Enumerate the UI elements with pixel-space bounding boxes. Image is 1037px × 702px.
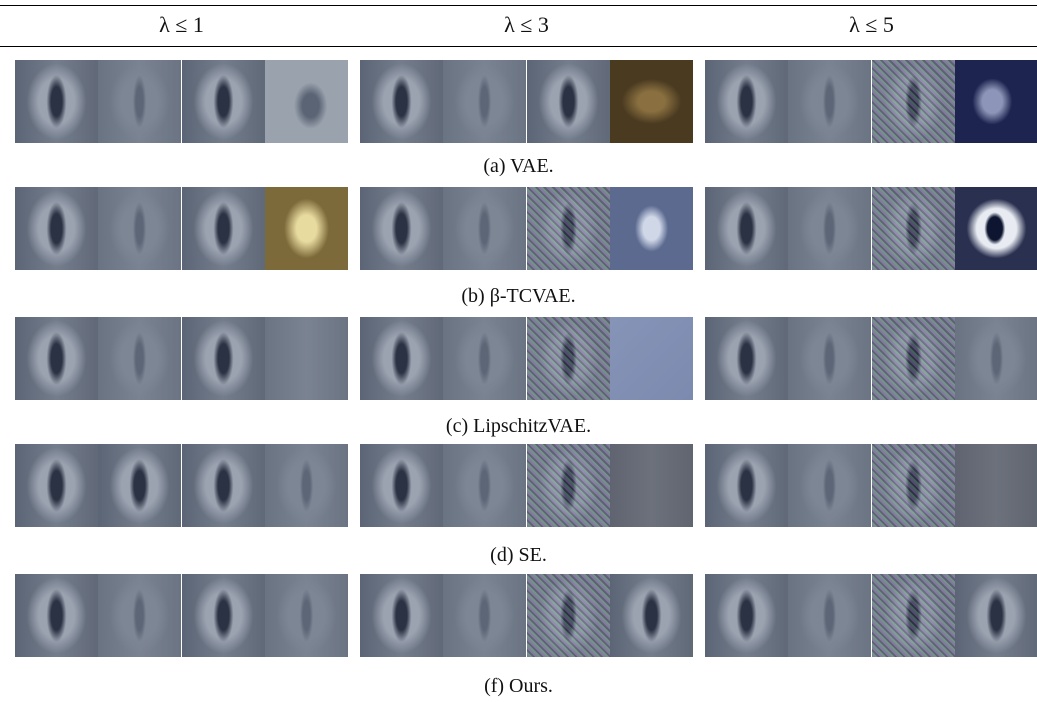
sample-image bbox=[265, 574, 348, 657]
caption: (b) β-TCVAE. bbox=[0, 285, 1037, 308]
sample-image bbox=[705, 574, 788, 657]
sample-image bbox=[872, 574, 955, 657]
sample-image bbox=[265, 187, 348, 270]
sample-image bbox=[182, 187, 265, 270]
sample-image bbox=[182, 60, 265, 143]
sample-image bbox=[98, 444, 181, 527]
sample-image bbox=[610, 187, 693, 270]
sample-image bbox=[527, 187, 610, 270]
sample-image bbox=[265, 60, 348, 143]
sample-image bbox=[443, 60, 526, 143]
sample-image bbox=[443, 444, 526, 527]
sample-image bbox=[788, 187, 871, 270]
sample-image bbox=[955, 574, 1037, 657]
sample-image bbox=[265, 317, 348, 400]
sample-image bbox=[788, 574, 871, 657]
sample-image bbox=[610, 60, 693, 143]
column-header: λ ≤ 5 bbox=[705, 12, 1037, 38]
column-header: λ ≤ 3 bbox=[360, 12, 693, 38]
sample-image bbox=[527, 317, 610, 400]
sample-image bbox=[15, 60, 98, 143]
caption: (d) SE. bbox=[0, 544, 1037, 567]
sample-image bbox=[788, 444, 871, 527]
header-rule bbox=[0, 46, 1037, 47]
sample-image bbox=[610, 444, 693, 527]
sample-image bbox=[360, 317, 443, 400]
sample-image bbox=[360, 187, 443, 270]
sample-image bbox=[98, 187, 181, 270]
sample-image bbox=[360, 444, 443, 527]
sample-image bbox=[610, 574, 693, 657]
sample-image bbox=[15, 574, 98, 657]
sample-image bbox=[527, 60, 610, 143]
sample-image bbox=[872, 317, 955, 400]
sample-image bbox=[610, 317, 693, 400]
sample-image bbox=[872, 187, 955, 270]
sample-image bbox=[788, 317, 871, 400]
sample-image bbox=[98, 317, 181, 400]
sample-image bbox=[360, 574, 443, 657]
sample-image bbox=[182, 317, 265, 400]
sample-image bbox=[955, 317, 1037, 400]
sample-image bbox=[955, 60, 1037, 143]
figure: λ ≤ 1 λ ≤ 3 λ ≤ 5 (a) VAE. (b) β-TCVAE. (c… bbox=[0, 0, 1037, 702]
sample-image bbox=[182, 574, 265, 657]
caption: (a) VAE. bbox=[0, 155, 1037, 178]
sample-image bbox=[705, 444, 788, 527]
sample-image bbox=[705, 187, 788, 270]
sample-image bbox=[98, 60, 181, 143]
sample-image bbox=[265, 444, 348, 527]
sample-image bbox=[872, 444, 955, 527]
caption: (f) Ours. bbox=[0, 675, 1037, 698]
sample-image bbox=[443, 317, 526, 400]
sample-image bbox=[182, 444, 265, 527]
caption: (c) LipschitzVAE. bbox=[0, 415, 1037, 438]
sample-image bbox=[15, 317, 98, 400]
sample-image bbox=[443, 187, 526, 270]
sample-image bbox=[443, 574, 526, 657]
sample-image bbox=[955, 187, 1037, 270]
sample-image bbox=[527, 444, 610, 527]
sample-image bbox=[705, 60, 788, 143]
sample-image bbox=[360, 60, 443, 143]
sample-image bbox=[98, 574, 181, 657]
sample-image bbox=[15, 187, 98, 270]
top-rule bbox=[0, 5, 1037, 6]
sample-image bbox=[872, 60, 955, 143]
sample-image bbox=[955, 444, 1037, 527]
sample-image bbox=[705, 317, 788, 400]
sample-image bbox=[527, 574, 610, 657]
column-header: λ ≤ 1 bbox=[15, 12, 348, 38]
sample-image bbox=[788, 60, 871, 143]
sample-image bbox=[15, 444, 98, 527]
